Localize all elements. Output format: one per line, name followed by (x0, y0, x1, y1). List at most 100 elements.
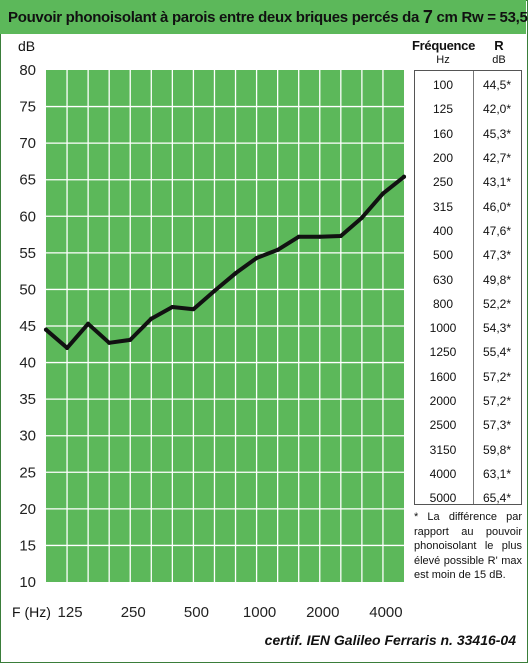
y-tick-label: 55 (19, 245, 36, 262)
table-cell-r: 47,3* (482, 248, 512, 263)
table-row: 200 42,7* (414, 146, 522, 170)
data-point (254, 255, 259, 260)
table-cell-frequency: 3150 (429, 442, 457, 457)
table-cell-frequency: 800 (432, 296, 454, 311)
table-cell-r: 63,1* (482, 466, 512, 481)
y-tick-label: 10 (19, 574, 36, 591)
x-tick-label: 500 (184, 604, 209, 621)
table-row: 1600 57,2* (414, 365, 522, 389)
chart-title: Pouvoir phonoisolant à parois entre deux… (0, 0, 528, 34)
y-tick-label: 30 (19, 428, 36, 445)
data-point (191, 307, 196, 312)
table-row: 800 52,2* (414, 292, 522, 316)
table-cell-r: 42,0* (482, 102, 512, 117)
table-cell-r: 59,8* (482, 442, 512, 457)
data-point (402, 174, 406, 179)
data-point (359, 215, 364, 220)
table-cell-frequency: 1250 (429, 345, 457, 360)
table-cell-r: 57,2* (482, 369, 512, 384)
table-cell-frequency: 250 (432, 175, 454, 190)
y-tick-label: 25 (19, 464, 36, 481)
data-point (212, 288, 217, 293)
data-point (170, 304, 175, 309)
table-cell-frequency: 160 (432, 126, 454, 141)
data-point (317, 234, 322, 239)
x-axis-unit: F (Hz) (12, 604, 51, 620)
x-tick-label: 1000 (243, 604, 276, 621)
data-table (414, 70, 522, 505)
table-row: 1000 54,3* (414, 316, 522, 340)
x-tick-label: 4000 (369, 604, 402, 621)
table-header-frequency: Fréquence (412, 38, 476, 53)
x-tick-label: 2000 (306, 604, 339, 621)
title-suffix: cm Rw = 53,5 dB (436, 8, 528, 26)
table-row: 3150 59,8* (414, 438, 522, 462)
table-cell-r: 55,4* (482, 345, 512, 360)
data-point (149, 316, 154, 321)
x-tick-label: 250 (121, 604, 146, 621)
table-cell-r: 54,3* (482, 321, 512, 336)
table-header-r-unit: dB (492, 54, 506, 66)
table-row: 400 47,6* (414, 219, 522, 243)
table-cell-frequency: 5000 (429, 491, 457, 506)
table-row: 160 45,3* (414, 122, 522, 146)
data-point (128, 337, 133, 342)
table-cell-r: 49,8* (482, 272, 512, 287)
data-point (380, 191, 385, 196)
table-cell-r: 52,2* (482, 296, 512, 311)
table-row: 315 46,0* (414, 195, 522, 219)
data-series-line (44, 174, 406, 350)
table-row: 100 44,5* (414, 73, 522, 97)
certification-text: certif. IEN Galileo Ferraris n. 33416-04 (264, 632, 516, 648)
title-value: 7 (422, 6, 433, 27)
x-tick-label: 125 (58, 604, 83, 621)
table-row: 125 42,0* (414, 97, 522, 121)
table-cell-frequency: 400 (432, 223, 454, 238)
table-divider (473, 71, 474, 504)
table-cell-r: 45,3* (482, 126, 512, 141)
table-row: 250 43,1* (414, 170, 522, 194)
data-point (233, 271, 238, 276)
title-prefix: Pouvoir phonoisolant à parois entre deux… (8, 8, 420, 26)
table-cell-r: 57,2* (482, 394, 512, 409)
table-cell-frequency: 100 (432, 78, 454, 93)
table-cell-r: 47,6* (482, 223, 512, 238)
table-cell-frequency: 4000 (429, 466, 457, 481)
table-row: 2000 57,2* (414, 389, 522, 413)
data-point (65, 345, 70, 350)
table-cell-frequency: 125 (432, 102, 454, 117)
table-row: 4000 63,1* (414, 462, 522, 486)
y-tick-label: 20 (19, 501, 36, 518)
y-tick-label: 45 (19, 318, 36, 335)
y-tick-label: 75 (19, 99, 36, 116)
data-point (44, 327, 48, 332)
table-cell-r: 44,5* (482, 78, 512, 93)
y-tick-label: 15 (19, 537, 36, 554)
y-tick-label: 80 (19, 62, 36, 79)
table-header-r: R (494, 38, 504, 53)
footnote: * La différence par rapport au pouvoir p… (414, 511, 522, 581)
table-cell-frequency: 1600 (429, 369, 457, 384)
table-cell-frequency: 200 (432, 151, 454, 166)
y-tick-label: 70 (19, 135, 36, 152)
table-row: 500 47,3* (414, 243, 522, 267)
table-cell-r: 46,0* (482, 199, 512, 214)
table-row: 2500 57,3* (414, 413, 522, 437)
table-cell-r: 43,1* (482, 175, 512, 190)
data-point (86, 321, 91, 326)
y-tick-label: 35 (19, 391, 36, 408)
y-tick-label: 60 (19, 208, 36, 225)
table-row: 630 49,8* (414, 267, 522, 291)
table-cell-frequency: 2000 (429, 394, 457, 409)
table-row: 1250 55,4* (414, 340, 522, 364)
y-tick-label: 50 (19, 281, 36, 298)
table-header-frequency-unit: Hz (436, 54, 450, 66)
data-point (275, 247, 280, 252)
y-tick-label: 65 (19, 172, 36, 189)
y-axis-unit: dB (18, 38, 36, 54)
data-point (296, 234, 301, 239)
data-point (338, 234, 343, 239)
data-point (107, 340, 112, 345)
table-row: 5000 65,4* (414, 486, 522, 510)
